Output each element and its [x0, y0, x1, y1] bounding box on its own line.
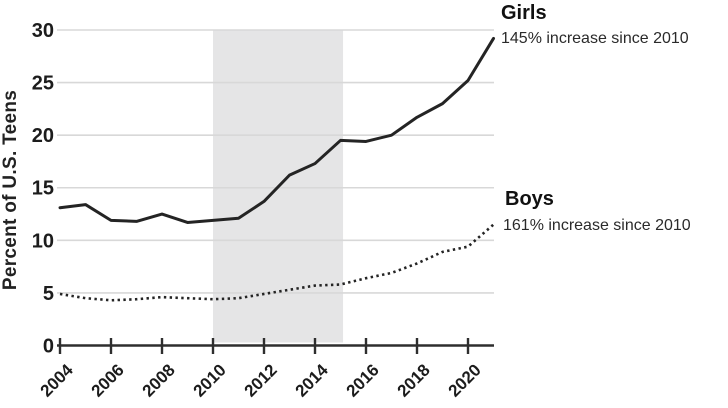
y-axis-title: Percent of U.S. Teens [0, 89, 21, 291]
x-tick-label-2016: 2016 [343, 360, 383, 400]
x-tick-label-2008: 2008 [139, 360, 179, 400]
y-tick-label-30: 30 [32, 20, 54, 42]
x-tick-label-2012: 2012 [241, 360, 281, 400]
x-tick-label-2014: 2014 [292, 360, 333, 401]
boys-line [59, 223, 495, 302]
y-tick-label-20: 20 [32, 125, 54, 147]
x-tick-label-2018: 2018 [394, 360, 434, 400]
x-tick-label-2010: 2010 [190, 360, 230, 400]
boys-series-subtitle: 161% increase since 2010 [503, 217, 691, 234]
x-tick-label-2004: 2004 [37, 360, 78, 401]
girls-series-subtitle: 145% increase since 2010 [501, 30, 689, 47]
y-tick-label-5: 5 [43, 283, 54, 305]
y-tick-label-10: 10 [32, 230, 54, 252]
boys-series-label: Boys [505, 188, 554, 210]
y-tick-label-25: 25 [32, 73, 54, 95]
girls-series-label: Girls [501, 2, 547, 24]
x-tick-label-2006: 2006 [88, 360, 128, 400]
y-tick-label-15: 15 [32, 178, 54, 200]
girls-line [58, 36, 495, 224]
x-tick-label-2020: 2020 [445, 360, 485, 400]
y-tick-label-0: 0 [43, 336, 54, 358]
